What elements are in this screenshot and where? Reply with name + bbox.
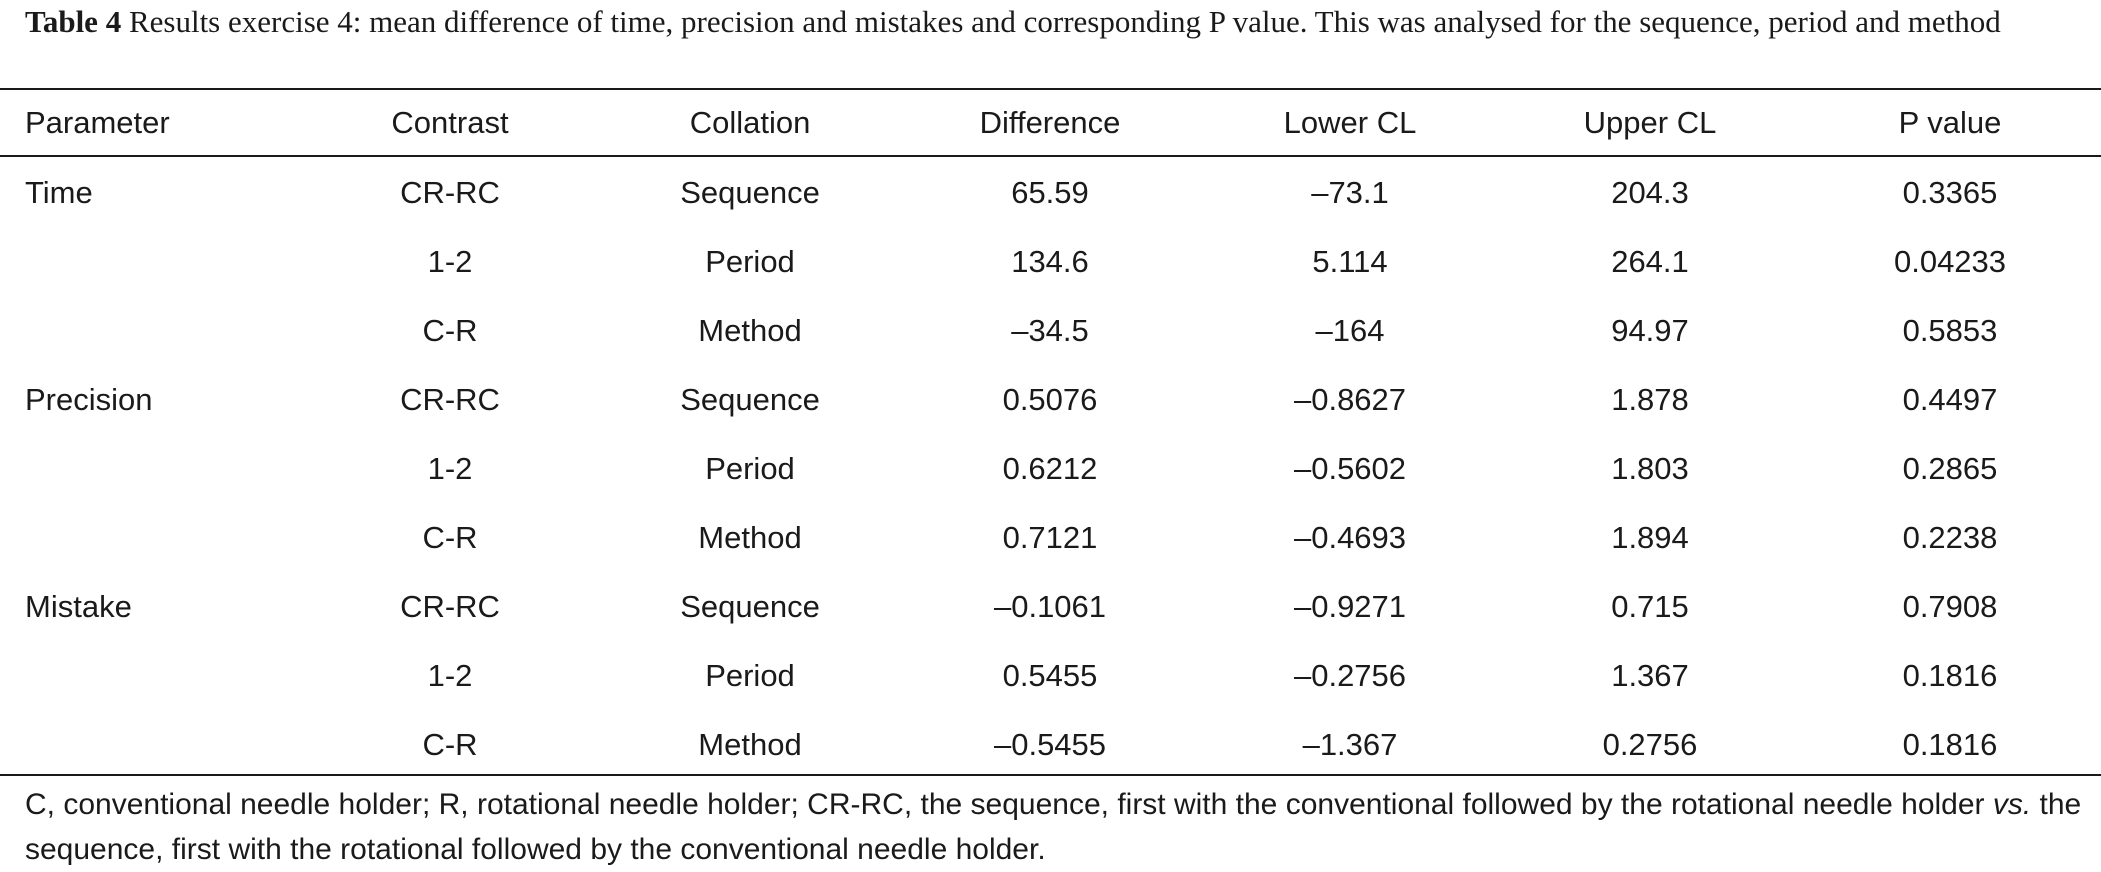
cell-lower-cl: –0.9271: [1293, 589, 1407, 624]
cell-p-value: 0.2865: [1902, 451, 1998, 486]
table-header-row: Parameter Contrast Collation Difference …: [0, 90, 2101, 155]
table-label: Table 4: [25, 4, 122, 39]
results-table: Parameter Contrast Collation Difference …: [0, 90, 2101, 155]
table-row: C-R Method –34.5 –164 94.97 0.5853: [0, 296, 2101, 365]
header-lower-cl: Lower CL: [1283, 105, 1417, 140]
cell-contrast: C-R: [422, 520, 478, 555]
header-difference: Difference: [979, 105, 1121, 140]
cell-upper-cl: 1.894: [1611, 520, 1689, 555]
footnote-part-2: the sequence, first with the rotational …: [25, 788, 2082, 866]
cell-p-value: 0.4497: [1902, 382, 1998, 417]
table-caption: Table 4 Results exercise 4: mean differe…: [25, 0, 2085, 43]
cell-parameter: Mistake: [25, 589, 132, 624]
table-row: Time CR-RC Sequence 65.59 –73.1 204.3 0.…: [0, 158, 2101, 227]
cell-difference: –34.5: [1011, 313, 1089, 348]
cell-lower-cl: –0.5602: [1293, 451, 1407, 486]
header-rule: [0, 155, 2101, 157]
cell-lower-cl: –164: [1315, 313, 1385, 348]
table-row: C-R Method 0.7121 –0.4693 1.894 0.2238: [0, 503, 2101, 572]
header-contrast: Contrast: [391, 105, 509, 140]
cell-parameter: Precision: [25, 382, 153, 417]
cell-p-value: 0.3365: [1902, 175, 1998, 210]
cell-upper-cl: 1.803: [1611, 451, 1689, 486]
footnote-vs: vs.: [1992, 788, 2032, 821]
table-row: Mistake CR-RC Sequence –0.1061 –0.9271 0…: [0, 572, 2101, 641]
header-collation: Collation: [689, 105, 811, 140]
table-body: Time CR-RC Sequence 65.59 –73.1 204.3 0.…: [0, 158, 2101, 779]
table-row: 1-2 Period 0.5455 –0.2756 1.367 0.1816: [0, 641, 2101, 710]
cell-upper-cl: 94.97: [1611, 313, 1689, 348]
cell-contrast: CR-RC: [400, 382, 500, 417]
cell-collation: Method: [698, 727, 802, 762]
cell-p-value: 0.2238: [1902, 520, 1998, 555]
cell-upper-cl: 0.715: [1611, 589, 1689, 624]
table-row: 1-2 Period 0.6212 –0.5602 1.803 0.2865: [0, 434, 2101, 503]
cell-lower-cl: –0.2756: [1293, 658, 1407, 693]
cell-collation: Method: [698, 313, 802, 348]
footnote-part-1: C, conventional needle holder; R, rotati…: [25, 788, 1993, 821]
cell-collation: Period: [705, 244, 795, 279]
cell-collation: Sequence: [680, 175, 820, 210]
cell-lower-cl: 5.114: [1312, 244, 1388, 279]
cell-difference: 134.6: [1011, 244, 1089, 279]
cell-contrast: C-R: [422, 727, 478, 762]
cell-upper-cl: 264.1: [1611, 244, 1689, 279]
cell-contrast: 1-2: [427, 658, 473, 693]
cell-p-value: 0.1816: [1902, 727, 1998, 762]
caption-text: Results exercise 4: mean difference of t…: [128, 4, 2001, 39]
cell-p-value: 0.04233: [1893, 244, 2007, 279]
cell-lower-cl: –0.8627: [1293, 382, 1407, 417]
cell-p-value: 0.1816: [1902, 658, 1998, 693]
cell-difference: 0.7121: [1002, 520, 1098, 555]
cell-upper-cl: 0.2756: [1602, 727, 1698, 762]
cell-upper-cl: 204.3: [1611, 175, 1689, 210]
cell-collation: Period: [705, 451, 795, 486]
cell-upper-cl: 1.878: [1611, 382, 1689, 417]
cell-contrast: C-R: [422, 313, 478, 348]
table-row: Precision CR-RC Sequence 0.5076 –0.8627 …: [0, 365, 2101, 434]
cell-difference: 0.5076: [1002, 382, 1098, 417]
cell-difference: 65.59: [1011, 175, 1089, 210]
header-p-value: P value: [1898, 105, 2002, 140]
cell-collation: Period: [705, 658, 795, 693]
header-parameter: Parameter: [25, 105, 170, 140]
cell-contrast: 1-2: [427, 244, 473, 279]
top-rule: [0, 88, 2101, 90]
table-row: 1-2 Period 134.6 5.114 264.1 0.04233: [0, 227, 2101, 296]
table-row: C-R Method –0.5455 –1.367 0.2756 0.1816: [0, 710, 2101, 779]
cell-difference: 0.6212: [1002, 451, 1098, 486]
cell-difference: –0.1061: [993, 589, 1107, 624]
cell-lower-cl: –73.1: [1311, 175, 1389, 210]
cell-p-value: 0.7908: [1902, 589, 1998, 624]
cell-collation: Sequence: [680, 382, 820, 417]
cell-lower-cl: –0.4693: [1293, 520, 1407, 555]
cell-collation: Method: [698, 520, 802, 555]
table-footnote: C, conventional needle holder; R, rotati…: [25, 782, 2095, 872]
cell-difference: –0.5455: [993, 727, 1107, 762]
cell-contrast: CR-RC: [400, 589, 500, 624]
cell-collation: Sequence: [680, 589, 820, 624]
header-upper-cl: Upper CL: [1583, 105, 1717, 140]
cell-lower-cl: –1.367: [1302, 727, 1398, 762]
cell-p-value: 0.5853: [1902, 313, 1998, 348]
cell-difference: 0.5455: [1002, 658, 1098, 693]
cell-upper-cl: 1.367: [1611, 658, 1689, 693]
cell-contrast: CR-RC: [400, 175, 500, 210]
cell-contrast: 1-2: [427, 451, 473, 486]
cell-parameter: Time: [25, 175, 93, 210]
bottom-rule: [0, 774, 2101, 776]
